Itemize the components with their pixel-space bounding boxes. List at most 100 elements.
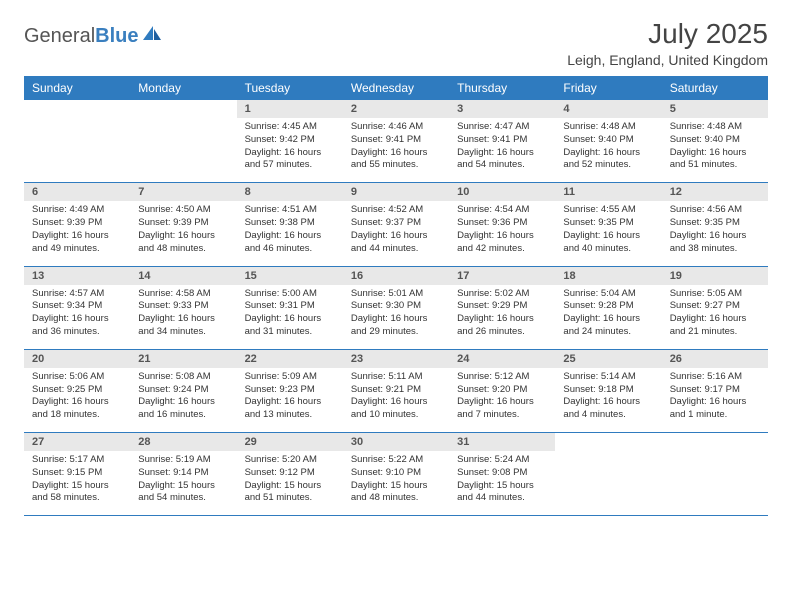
weekday-header: Tuesday	[237, 76, 343, 100]
weekday-header: Thursday	[449, 76, 555, 100]
sunrise-text: Sunrise: 4:55 AM	[563, 204, 653, 217]
sunrise-text: Sunrise: 4:51 AM	[245, 204, 335, 217]
sunset-text: Sunset: 9:17 PM	[670, 384, 760, 397]
sunset-text: Sunset: 9:08 PM	[457, 467, 547, 480]
daylight-text-2: and 55 minutes.	[351, 159, 441, 172]
daylight-text-1: Daylight: 16 hours	[138, 230, 228, 243]
sunset-text: Sunset: 9:37 PM	[351, 217, 441, 230]
daylight-text-2: and 58 minutes.	[32, 492, 122, 505]
day-number-row: 13141516171819	[24, 266, 768, 285]
day-number	[24, 100, 130, 118]
day-number: 31	[449, 433, 555, 452]
day-number: 7	[130, 183, 236, 202]
day-number: 10	[449, 183, 555, 202]
sail-icon	[141, 24, 163, 48]
sunrise-text: Sunrise: 5:22 AM	[351, 454, 441, 467]
sunrise-text: Sunrise: 5:02 AM	[457, 288, 547, 301]
daylight-text-1: Daylight: 16 hours	[457, 313, 547, 326]
daylight-text-1: Daylight: 16 hours	[32, 313, 122, 326]
daylight-text-2: and 54 minutes.	[457, 159, 547, 172]
daylight-text-2: and 29 minutes.	[351, 326, 441, 339]
day-number: 23	[343, 349, 449, 368]
daylight-text-1: Daylight: 16 hours	[138, 313, 228, 326]
sunrise-text: Sunrise: 4:47 AM	[457, 121, 547, 134]
sunrise-text: Sunrise: 5:09 AM	[245, 371, 335, 384]
day-cell: Sunrise: 5:04 AMSunset: 9:28 PMDaylight:…	[555, 285, 661, 350]
sunrise-text: Sunrise: 4:58 AM	[138, 288, 228, 301]
sunset-text: Sunset: 9:39 PM	[32, 217, 122, 230]
title-block: July 2025 Leigh, England, United Kingdom	[567, 18, 768, 68]
daylight-text-2: and 4 minutes.	[563, 409, 653, 422]
day-detail-row: Sunrise: 5:17 AMSunset: 9:15 PMDaylight:…	[24, 451, 768, 516]
sunrise-text: Sunrise: 5:06 AM	[32, 371, 122, 384]
daylight-text-2: and 51 minutes.	[245, 492, 335, 505]
sunrise-text: Sunrise: 5:00 AM	[245, 288, 335, 301]
sunrise-text: Sunrise: 4:50 AM	[138, 204, 228, 217]
day-number: 15	[237, 266, 343, 285]
day-number-row: 20212223242526	[24, 349, 768, 368]
day-cell: Sunrise: 4:50 AMSunset: 9:39 PMDaylight:…	[130, 201, 236, 266]
day-number: 24	[449, 349, 555, 368]
daylight-text-1: Daylight: 16 hours	[245, 313, 335, 326]
daylight-text-1: Daylight: 16 hours	[32, 396, 122, 409]
sunrise-text: Sunrise: 5:20 AM	[245, 454, 335, 467]
daylight-text-2: and 18 minutes.	[32, 409, 122, 422]
day-cell	[555, 451, 661, 516]
day-cell: Sunrise: 4:51 AMSunset: 9:38 PMDaylight:…	[237, 201, 343, 266]
sunrise-text: Sunrise: 5:12 AM	[457, 371, 547, 384]
daylight-text-1: Daylight: 16 hours	[138, 396, 228, 409]
daylight-text-1: Daylight: 16 hours	[32, 230, 122, 243]
day-cell: Sunrise: 5:08 AMSunset: 9:24 PMDaylight:…	[130, 368, 236, 433]
daylight-text-2: and 46 minutes.	[245, 243, 335, 256]
day-number: 17	[449, 266, 555, 285]
day-cell: Sunrise: 4:58 AMSunset: 9:33 PMDaylight:…	[130, 285, 236, 350]
day-cell: Sunrise: 4:49 AMSunset: 9:39 PMDaylight:…	[24, 201, 130, 266]
sunset-text: Sunset: 9:20 PM	[457, 384, 547, 397]
daylight-text-1: Daylight: 16 hours	[670, 230, 760, 243]
sunrise-text: Sunrise: 4:48 AM	[670, 121, 760, 134]
day-number: 18	[555, 266, 661, 285]
day-number: 16	[343, 266, 449, 285]
daylight-text-1: Daylight: 16 hours	[563, 313, 653, 326]
sunset-text: Sunset: 9:41 PM	[457, 134, 547, 147]
day-detail-row: Sunrise: 5:06 AMSunset: 9:25 PMDaylight:…	[24, 368, 768, 433]
daylight-text-1: Daylight: 16 hours	[245, 147, 335, 160]
sunset-text: Sunset: 9:27 PM	[670, 300, 760, 313]
day-cell: Sunrise: 4:52 AMSunset: 9:37 PMDaylight:…	[343, 201, 449, 266]
sunrise-text: Sunrise: 5:04 AM	[563, 288, 653, 301]
day-cell: Sunrise: 5:02 AMSunset: 9:29 PMDaylight:…	[449, 285, 555, 350]
daylight-text-2: and 10 minutes.	[351, 409, 441, 422]
sunset-text: Sunset: 9:35 PM	[563, 217, 653, 230]
day-cell: Sunrise: 5:01 AMSunset: 9:30 PMDaylight:…	[343, 285, 449, 350]
logo-text-first: General	[24, 25, 95, 48]
daylight-text-2: and 54 minutes.	[138, 492, 228, 505]
sunrise-text: Sunrise: 5:08 AM	[138, 371, 228, 384]
daylight-text-1: Daylight: 16 hours	[351, 230, 441, 243]
sunset-text: Sunset: 9:40 PM	[670, 134, 760, 147]
sunrise-text: Sunrise: 5:01 AM	[351, 288, 441, 301]
day-detail-row: Sunrise: 4:49 AMSunset: 9:39 PMDaylight:…	[24, 201, 768, 266]
sunset-text: Sunset: 9:34 PM	[32, 300, 122, 313]
day-number: 8	[237, 183, 343, 202]
daylight-text-1: Daylight: 16 hours	[563, 396, 653, 409]
daylight-text-2: and 49 minutes.	[32, 243, 122, 256]
sunset-text: Sunset: 9:42 PM	[245, 134, 335, 147]
day-cell: Sunrise: 4:48 AMSunset: 9:40 PMDaylight:…	[662, 118, 768, 183]
sunset-text: Sunset: 9:31 PM	[245, 300, 335, 313]
day-cell	[662, 451, 768, 516]
daylight-text-2: and 51 minutes.	[670, 159, 760, 172]
sunrise-text: Sunrise: 4:48 AM	[563, 121, 653, 134]
day-number: 9	[343, 183, 449, 202]
sunrise-text: Sunrise: 4:57 AM	[32, 288, 122, 301]
daylight-text-1: Daylight: 16 hours	[563, 230, 653, 243]
sunset-text: Sunset: 9:40 PM	[563, 134, 653, 147]
daylight-text-1: Daylight: 15 hours	[351, 480, 441, 493]
weekday-header: Sunday	[24, 76, 130, 100]
day-cell: Sunrise: 5:12 AMSunset: 9:20 PMDaylight:…	[449, 368, 555, 433]
sunrise-text: Sunrise: 4:52 AM	[351, 204, 441, 217]
day-number: 14	[130, 266, 236, 285]
day-number: 20	[24, 349, 130, 368]
daylight-text-2: and 44 minutes.	[457, 492, 547, 505]
day-number: 4	[555, 100, 661, 118]
calendar-table: SundayMondayTuesdayWednesdayThursdayFrid…	[24, 76, 768, 516]
